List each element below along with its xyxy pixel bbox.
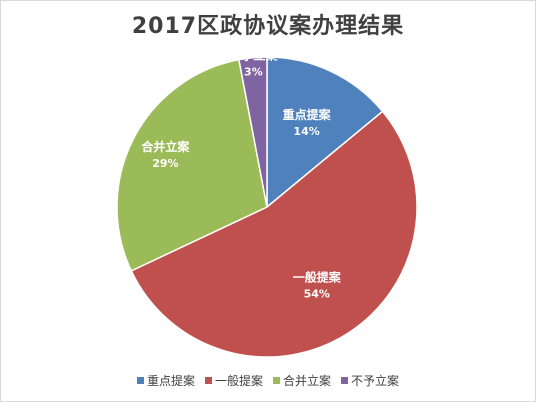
slice-label-percent: 29% — [152, 157, 178, 170]
slice-label-name: 合并立案 — [141, 139, 190, 154]
slice-label-name: 重点提案 — [283, 107, 332, 122]
chart-title: 2017区政协议案办理结果 — [131, 14, 405, 39]
pie-slice — [238, 56, 268, 208]
legend-item: 重点提案 — [136, 372, 195, 389]
legend-item: 一般提案 — [204, 372, 263, 389]
pie-slices — [116, 56, 418, 358]
legend-swatch — [273, 377, 280, 384]
legend-label: 一般提案 — [214, 374, 263, 388]
legend-item: 不予立案 — [341, 372, 399, 389]
legend-swatch — [204, 377, 212, 384]
slice-label-name: 一般提案 — [293, 270, 342, 285]
legend-swatch — [136, 377, 144, 384]
slice-label-percent: 14% — [293, 125, 319, 138]
slice-label-percent: 54% — [304, 288, 330, 301]
legend-label: 重点提案 — [146, 374, 195, 388]
legend-label: 合并立案 — [283, 374, 332, 388]
legend-label: 不予立案 — [351, 374, 400, 388]
pie-slice — [130, 110, 418, 358]
pie-slice — [116, 58, 268, 272]
pie-labels: 重点提案 14% 一般提案 54% 合并立案 29% 不予立案 3% — [141, 48, 341, 301]
slice-label-name: 不予立案 — [229, 48, 278, 63]
pie-slice — [266, 56, 384, 209]
chart-legend: 重点提案 一般提案 合并立案 不予立案 — [0, 372, 536, 389]
legend-swatch — [341, 377, 349, 384]
legend-item: 合并立案 — [273, 372, 331, 389]
slice-label-percent: 3% — [244, 66, 263, 79]
